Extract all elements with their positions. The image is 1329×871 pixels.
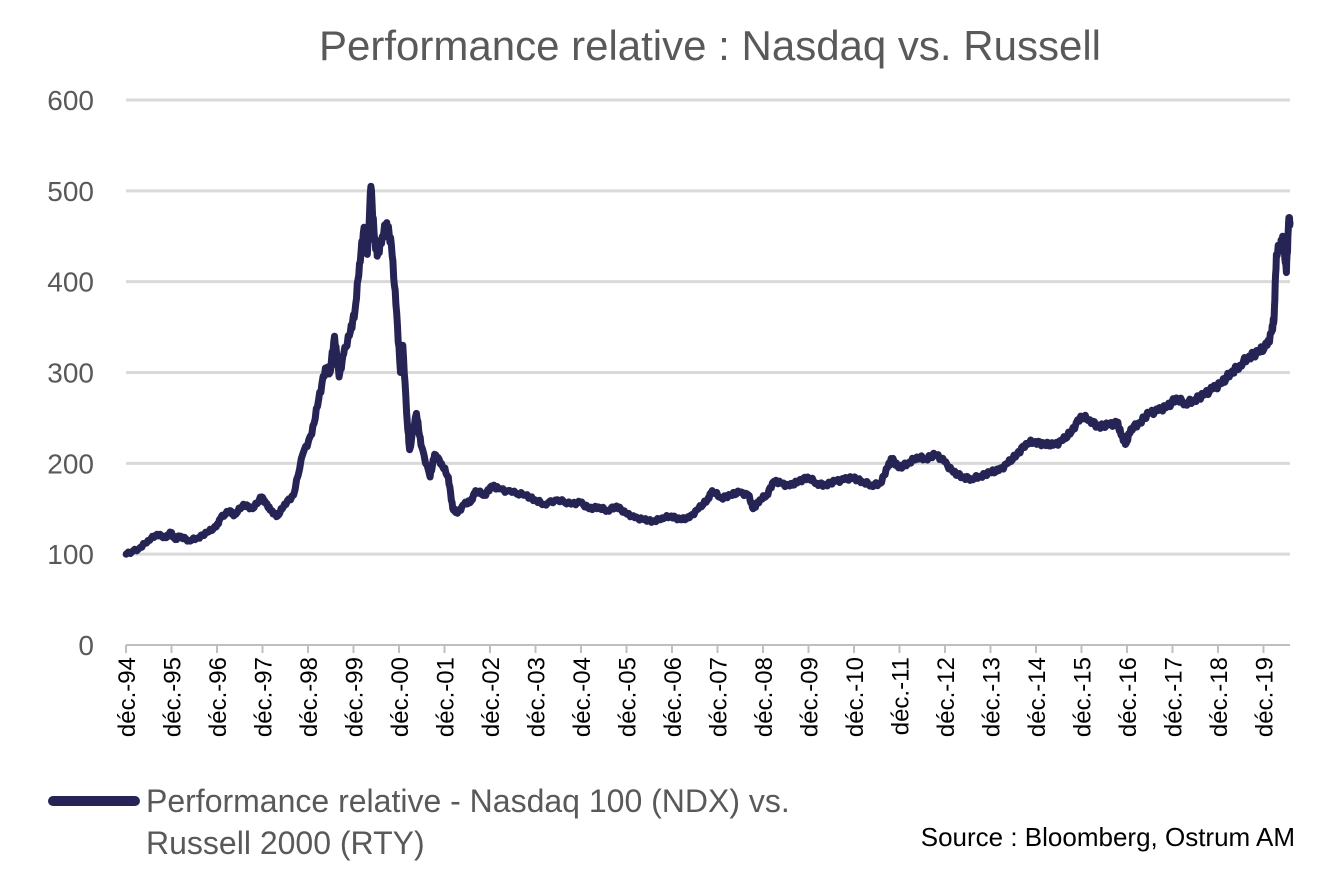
series-line-ndx-vs-rty: [122, 182, 1294, 558]
x-tick-label: déc.-15: [1069, 657, 1096, 737]
x-tick-label: déc.-99: [341, 657, 368, 737]
chart-title: Performance relative : Nasdaq vs. Russel…: [319, 22, 1101, 69]
x-tick-label: déc.-12: [933, 657, 960, 737]
source-note: Source : Bloomberg, Ostrum AM: [920, 822, 1295, 852]
x-tick-label: déc.-98: [296, 657, 323, 737]
x-tick-label: déc.-03: [523, 657, 550, 737]
x-tick-label: déc.-04: [569, 657, 596, 737]
y-tick-label: 300: [47, 358, 94, 389]
y-tick-label: 400: [47, 267, 94, 298]
x-tick-label: déc.-08: [751, 657, 778, 737]
x-tick-label: déc.-11: [887, 657, 914, 735]
x-tick-label: déc.-17: [1160, 657, 1187, 737]
y-axis-ticks: 0 100 200 300 400 500 600: [47, 85, 94, 661]
legend-swatch: [48, 796, 140, 806]
x-tick-label: déc.-14: [1024, 657, 1051, 737]
x-tick-label: déc.-07: [705, 657, 732, 737]
x-tick-label: déc.-06: [660, 657, 687, 737]
x-axis-ticks: déc.-94 déc.-95 déc.-96 déc.-97 déc.-98 déc.-…: [114, 645, 1278, 737]
x-tick-label: déc.-09: [796, 657, 823, 737]
x-tick-label: déc.-13: [978, 657, 1005, 737]
x-tick-label: déc.-10: [842, 657, 869, 737]
y-tick-label: 600: [47, 85, 94, 116]
x-tick-label: déc.-16: [1115, 657, 1142, 737]
y-tick-label: 0: [78, 630, 94, 661]
x-tick-label: déc.-97: [250, 657, 277, 737]
x-tick-label: déc.-05: [614, 657, 641, 737]
legend-label: Performance relative - Nasdaq 100 (NDX) …: [146, 783, 790, 861]
x-tick-label: déc.-00: [387, 657, 414, 737]
x-tick-label: déc.-02: [478, 657, 505, 737]
y-tick-label: 200: [47, 448, 94, 479]
x-tick-label: déc.-18: [1206, 657, 1233, 737]
x-tick-label: déc.-95: [159, 657, 186, 737]
x-tick-label: déc.-94: [114, 657, 141, 737]
y-tick-label: 100: [47, 539, 94, 570]
series-layer: [122, 182, 1294, 558]
x-tick-label: déc.-19: [1251, 657, 1278, 737]
y-tick-label: 500: [47, 176, 94, 207]
x-tick-label: déc.-96: [205, 657, 232, 737]
gridlines: [126, 98, 1290, 646]
x-tick-label: déc.-01: [432, 657, 459, 737]
